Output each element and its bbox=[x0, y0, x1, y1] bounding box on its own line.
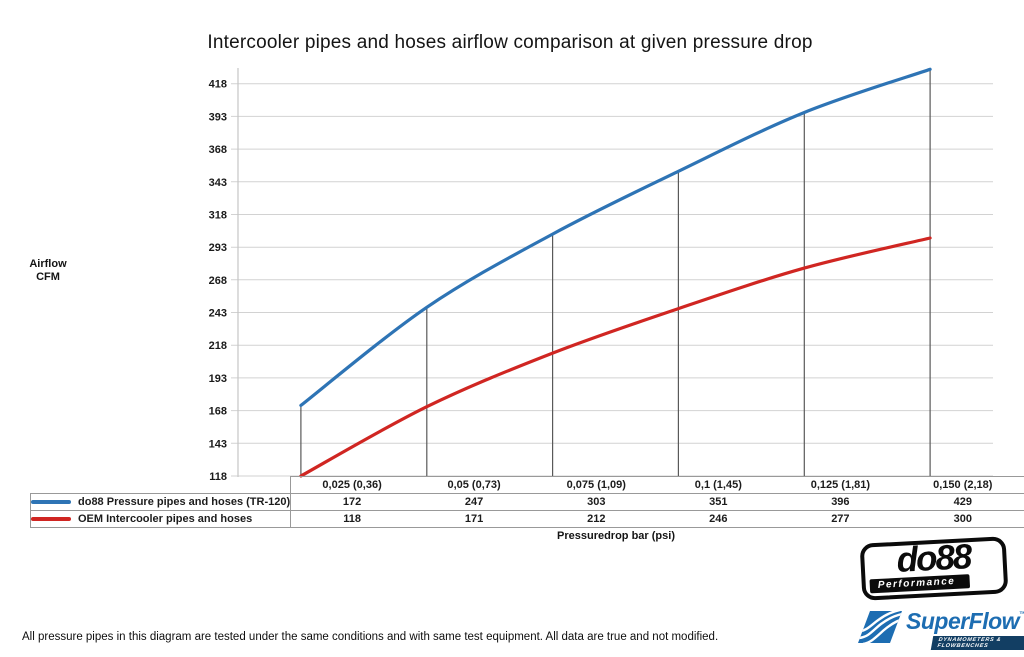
y-tick-label: 368 bbox=[209, 144, 227, 156]
category-cell: 0,05 (0,73) bbox=[413, 476, 536, 494]
airflow-line-chart: 118 143 168 193 218 243 268 293 318 343 368 393 418 bbox=[209, 67, 993, 483]
series-line bbox=[299, 236, 932, 478]
value-cell: 303 bbox=[535, 492, 658, 512]
y-tick-label: 218 bbox=[209, 340, 227, 352]
y-tick-label: 393 bbox=[209, 111, 227, 123]
y-tick-label: 118 bbox=[209, 471, 227, 483]
table-blank-cell bbox=[31, 477, 291, 494]
value-cell: 300 bbox=[901, 510, 1024, 529]
y-tick-label: 243 bbox=[209, 308, 227, 320]
x-axis-label: Pressuredrop bar (psi) bbox=[557, 530, 675, 542]
y-tick-label: 318 bbox=[209, 210, 227, 222]
y-tick-label: 418 bbox=[209, 79, 227, 91]
y-tick-label: 193 bbox=[209, 373, 227, 385]
legend-label: OEM Intercooler pipes and hoses bbox=[78, 513, 253, 526]
series-row: OEM Intercooler pipes and hoses 118 171 212… bbox=[29, 510, 1024, 529]
superflow-logo-text: SuperFlow bbox=[906, 608, 1020, 634]
value-cell: 246 bbox=[657, 510, 780, 529]
chart-title: Intercooler pipes and hoses airflow comp… bbox=[207, 32, 813, 53]
footer-note: All pressure pipes in this diagram are t… bbox=[22, 631, 719, 643]
value-cell: 429 bbox=[901, 492, 1024, 512]
y-tick-label: 268 bbox=[209, 275, 227, 287]
value-cell: 351 bbox=[657, 492, 780, 512]
category-cell: 0,125 (1,81) bbox=[779, 476, 902, 494]
superflow-logo: SuperFlow™ DYNAMOMETERS & FLOWBENCHES bbox=[857, 610, 1024, 652]
value-cell: 172 bbox=[290, 492, 414, 512]
do88-logo: do88 Performance bbox=[859, 536, 1009, 601]
value-cell: 277 bbox=[779, 510, 902, 529]
category-cell: 0,150 (2,18) bbox=[901, 476, 1024, 494]
value-cell: 171 bbox=[413, 510, 536, 529]
y-tick-label: 143 bbox=[209, 438, 227, 450]
superflow-logo-subtext: DYNAMOMETERS & FLOWBENCHES bbox=[930, 636, 1024, 650]
category-cell: 0,075 (1,09) bbox=[535, 476, 658, 494]
y-tick-label: 293 bbox=[209, 242, 227, 254]
series-line bbox=[299, 67, 932, 407]
superflow-waves-icon bbox=[857, 610, 903, 649]
category-cell: 0,025 (0,36) bbox=[290, 476, 414, 494]
y-tick-label: 343 bbox=[209, 177, 227, 189]
category-cell: 0,1 (1,45) bbox=[657, 476, 780, 494]
value-cell: 396 bbox=[779, 492, 902, 512]
legend-label: do88 Pressure pipes and hoses (TR-120) bbox=[78, 496, 291, 509]
y-axis-label-line2: CFM bbox=[36, 271, 60, 283]
value-cell: 118 bbox=[290, 510, 414, 529]
superflow-tm-mark: ™ bbox=[1019, 610, 1024, 619]
y-axis-label-line1: Airflow bbox=[29, 258, 67, 270]
legend-cell: OEM Intercooler pipes and hoses bbox=[29, 510, 292, 529]
legend-line-swatch bbox=[31, 517, 71, 522]
value-cell: 212 bbox=[535, 510, 658, 529]
airflow-data-table: 0,025 (0,36) 0,05 (0,73) 0,075 (1,09) 0,1 (… bbox=[29, 476, 1024, 529]
y-tick-label: 168 bbox=[209, 406, 227, 418]
category-row: 0,025 (0,36) 0,05 (0,73) 0,075 (1,09) 0,1 (… bbox=[31, 476, 1024, 494]
y-axis-label: Airflow CFM bbox=[17, 258, 79, 284]
legend-line-swatch bbox=[31, 500, 71, 505]
value-cell: 247 bbox=[413, 492, 536, 512]
legend-cell: do88 Pressure pipes and hoses (TR-120) bbox=[29, 492, 292, 512]
series-row: do88 Pressure pipes and hoses (TR-120) 17… bbox=[29, 492, 1024, 512]
